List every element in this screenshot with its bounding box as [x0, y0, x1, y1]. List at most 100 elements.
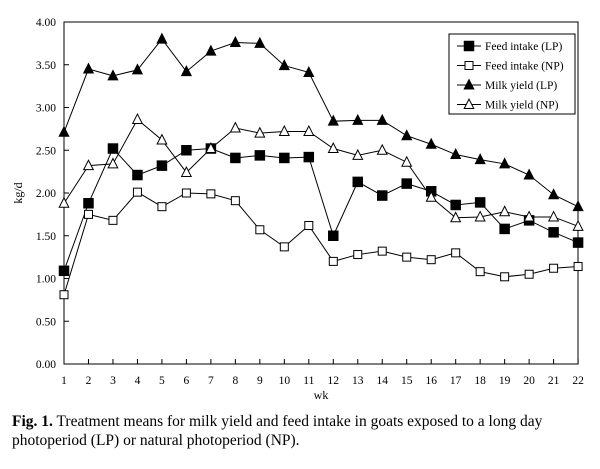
data-point [180, 65, 193, 77]
x-tick-label: 7 [208, 375, 214, 387]
data-point [572, 237, 584, 248]
data-point [107, 143, 119, 154]
legend-label: Milk yield (NP) [485, 100, 559, 112]
data-point [451, 248, 461, 258]
legend-item: Feed intake (LP) [457, 40, 562, 53]
data-point [230, 152, 241, 164]
data-point [229, 36, 241, 48]
data-point [475, 267, 485, 277]
x-tick-label: 2 [86, 375, 92, 387]
y-tick-label: 1.00 [36, 274, 56, 286]
figure-label: Fig. 1. [12, 413, 53, 430]
data-point [327, 142, 339, 154]
data-point [157, 202, 167, 212]
data-point [352, 148, 364, 160]
data-point [450, 211, 462, 223]
figure-caption: Fig. 1. Treatment means for milk yield a… [12, 412, 588, 450]
y-tick-label: 3.50 [36, 60, 56, 72]
y-tick-label: 3.00 [36, 103, 56, 115]
data-point [58, 265, 70, 277]
data-point [156, 133, 168, 145]
data-point [376, 113, 388, 125]
data-point [82, 159, 95, 171]
legend-item: Feed intake (NP) [457, 61, 564, 73]
data-point [58, 196, 70, 208]
data-point [327, 114, 339, 126]
data-point [450, 148, 462, 160]
data-point [450, 199, 461, 211]
data-point [572, 200, 584, 212]
x-tick-label: 3 [110, 375, 116, 387]
x-tick-label: 1 [61, 375, 67, 387]
data-point [523, 210, 535, 222]
data-point [401, 129, 413, 141]
x-tick-label: 12 [328, 375, 340, 387]
data-point [352, 113, 364, 125]
data-point [463, 40, 475, 52]
series-line [63, 38, 579, 208]
data-point [376, 190, 388, 201]
data-point [278, 59, 290, 71]
y-tick-label: 0.00 [36, 359, 56, 371]
data-point [548, 227, 559, 238]
data-point [131, 63, 144, 75]
data-point [83, 198, 94, 209]
data-point [500, 272, 510, 282]
data-point [499, 223, 510, 235]
data-point [108, 215, 118, 225]
data-point [206, 189, 216, 199]
data-point [229, 121, 241, 133]
y-tick-label: 2.50 [36, 145, 56, 157]
x-tick-label: 8 [232, 375, 238, 387]
data-point [572, 219, 584, 231]
data-point [205, 44, 217, 56]
series-line [63, 191, 579, 295]
data-point [132, 169, 143, 181]
y-tick-label: 4.00 [36, 17, 56, 29]
data-point [524, 269, 534, 279]
data-point [279, 152, 290, 164]
x-tick-label: 5 [159, 375, 165, 387]
data-point [181, 145, 192, 156]
legend-item: Milk yield (LP) [457, 78, 557, 92]
x-tick-label: 10 [279, 375, 291, 387]
data-point [328, 256, 338, 266]
data-point [547, 210, 560, 222]
data-point [464, 61, 474, 70]
x-tick-label: 6 [184, 375, 190, 387]
legend-label: Feed intake (NP) [485, 61, 564, 73]
x-tick-label: 20 [523, 375, 535, 387]
data-point [523, 168, 535, 180]
data-point [549, 263, 559, 273]
data-point [303, 65, 315, 77]
chart-series [58, 32, 584, 300]
data-point [303, 151, 315, 163]
series-feed-intake-np [59, 187, 583, 300]
x-tick-label: 17 [450, 375, 462, 387]
data-point [278, 124, 290, 136]
line-chart: 0.000.501.001.502.002.503.003.504.001 2 3 4… [11, 17, 584, 402]
x-tick-label: 21 [548, 375, 560, 387]
data-point [376, 143, 388, 155]
data-point [230, 196, 240, 206]
x-tick-label: 14 [376, 375, 388, 387]
data-point [474, 197, 486, 208]
series-milk-yield-lp [58, 32, 584, 212]
data-point [131, 112, 144, 124]
series-line [63, 147, 579, 271]
y-tick-label: 0.50 [36, 316, 56, 328]
data-point [401, 155, 413, 167]
series-line [63, 118, 579, 227]
series-milk-yield-np [58, 112, 584, 231]
data-point [304, 220, 314, 230]
data-point [547, 188, 560, 200]
data-point [156, 160, 168, 171]
data-point [425, 137, 437, 149]
x-tick-label: 18 [474, 375, 486, 387]
x-tick-label: 15 [401, 375, 413, 387]
data-point [352, 176, 364, 188]
data-point [180, 165, 193, 177]
data-point [107, 69, 119, 81]
legend-item: Milk yield (NP) [457, 98, 559, 112]
data-point [279, 242, 289, 252]
